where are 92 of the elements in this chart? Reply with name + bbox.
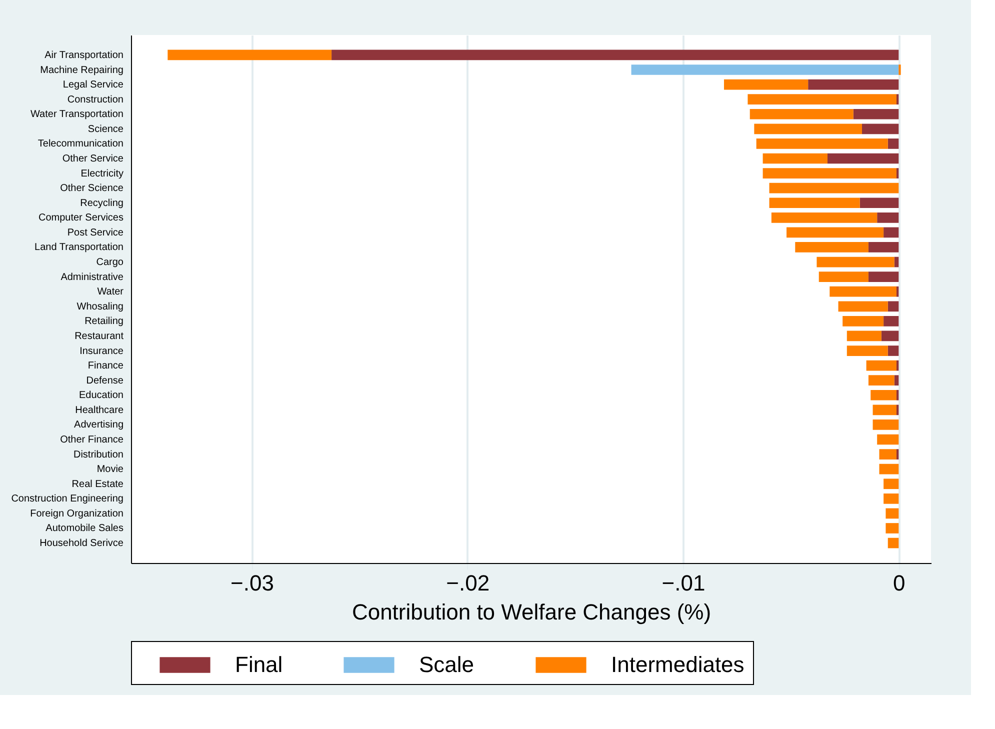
bar <box>872 404 896 416</box>
bar <box>888 138 899 149</box>
bar <box>724 79 808 90</box>
y-tick-label: Other Science <box>60 183 124 194</box>
bar <box>818 272 868 282</box>
bar <box>888 346 899 356</box>
y-tick-label: Science <box>88 124 124 135</box>
y-tick-label: Defense <box>86 375 124 386</box>
x-tick-label: 0 <box>893 570 906 596</box>
bar <box>808 79 899 90</box>
bar <box>762 168 896 178</box>
bar <box>769 182 899 194</box>
bar <box>786 227 884 238</box>
bar <box>884 478 899 490</box>
y-tick-label: Recycling <box>80 198 124 209</box>
bar <box>886 508 899 519</box>
bar <box>879 449 896 460</box>
y-tick-label: Other Service <box>62 153 124 164</box>
bar <box>862 124 899 134</box>
bar <box>868 242 899 252</box>
y-tick-label: Retailing <box>84 316 124 328</box>
x-tick-label: −.02 <box>446 570 490 596</box>
bar <box>853 108 899 120</box>
bar <box>827 153 899 164</box>
bar <box>872 420 899 430</box>
y-tick-label: Automobile Sales <box>46 523 124 534</box>
bar <box>846 330 882 342</box>
y-tick-label: Household Serivce <box>40 538 124 550</box>
x-axis-title: Contribution to Welfare Changes (%) <box>352 600 712 624</box>
bar <box>846 346 888 356</box>
x-tick-label: −.01 <box>662 570 706 596</box>
y-tick-label: Land Transportation <box>34 242 124 254</box>
y-tick-label: Healthcare <box>75 404 124 416</box>
y-tick-label: Restaurant <box>74 330 124 342</box>
y-tick-label: Distribution <box>73 449 124 460</box>
y-tick-label: Construction Engineering <box>11 494 124 505</box>
bar <box>868 375 894 386</box>
bar <box>884 227 899 238</box>
y-tick-label: Insurance <box>80 346 124 357</box>
bar <box>881 330 899 342</box>
bar <box>762 153 828 164</box>
y-tick-label: Education <box>79 390 124 402</box>
y-tick-label: Legal Service <box>62 80 124 91</box>
bar <box>795 242 868 252</box>
bar <box>860 198 899 208</box>
bar <box>631 64 899 75</box>
bar <box>877 212 899 223</box>
legend-label: Intermediates <box>611 652 744 677</box>
bar <box>879 464 899 474</box>
bar <box>877 434 899 445</box>
bar <box>750 108 854 120</box>
y-tick-label: Advertising <box>74 420 124 431</box>
bar <box>756 138 888 149</box>
y-tick-label: Post Service <box>67 227 124 238</box>
bar <box>816 256 894 268</box>
bar <box>771 212 878 223</box>
y-tick-label: Administrative <box>60 272 124 283</box>
bar <box>866 360 896 371</box>
bar <box>838 301 888 312</box>
y-tick-label: Foreign Organization <box>30 508 124 520</box>
bar <box>748 94 896 105</box>
y-tick-label: Computer Services <box>38 212 124 224</box>
y-tick-label: Cargo <box>96 257 124 268</box>
y-tick-label: Real Estate <box>72 478 124 490</box>
y-tick-label: Construction <box>67 94 124 106</box>
legend-label: Scale <box>419 652 474 677</box>
y-tick-label: Water <box>97 286 124 298</box>
bar <box>842 316 884 326</box>
bar <box>769 198 860 208</box>
y-tick-label: Machine Repairing <box>40 64 124 76</box>
y-tick-label: Electricity <box>80 168 124 180</box>
bar <box>870 390 896 400</box>
bar <box>754 124 862 134</box>
y-tick-label: Whosaling <box>76 301 124 312</box>
y-tick-label: Air Transportation <box>44 50 124 61</box>
y-tick-label: Movie <box>96 464 124 476</box>
y-tick-label: Finance <box>88 360 124 372</box>
bar <box>868 272 899 282</box>
x-tick-label: −.03 <box>230 570 274 596</box>
bar <box>332 50 899 60</box>
bar <box>830 286 896 297</box>
y-tick-label: Other Finance <box>60 434 124 446</box>
y-tick-label: Water Transportation <box>30 109 124 120</box>
y-tick-label: Telecommunication <box>38 138 124 150</box>
bar <box>888 301 899 312</box>
bar <box>884 493 899 504</box>
legend-label: Final <box>235 652 283 677</box>
bar <box>888 538 899 548</box>
bar <box>886 523 899 534</box>
bar <box>894 375 899 386</box>
bar <box>884 316 899 326</box>
bar <box>168 50 332 60</box>
